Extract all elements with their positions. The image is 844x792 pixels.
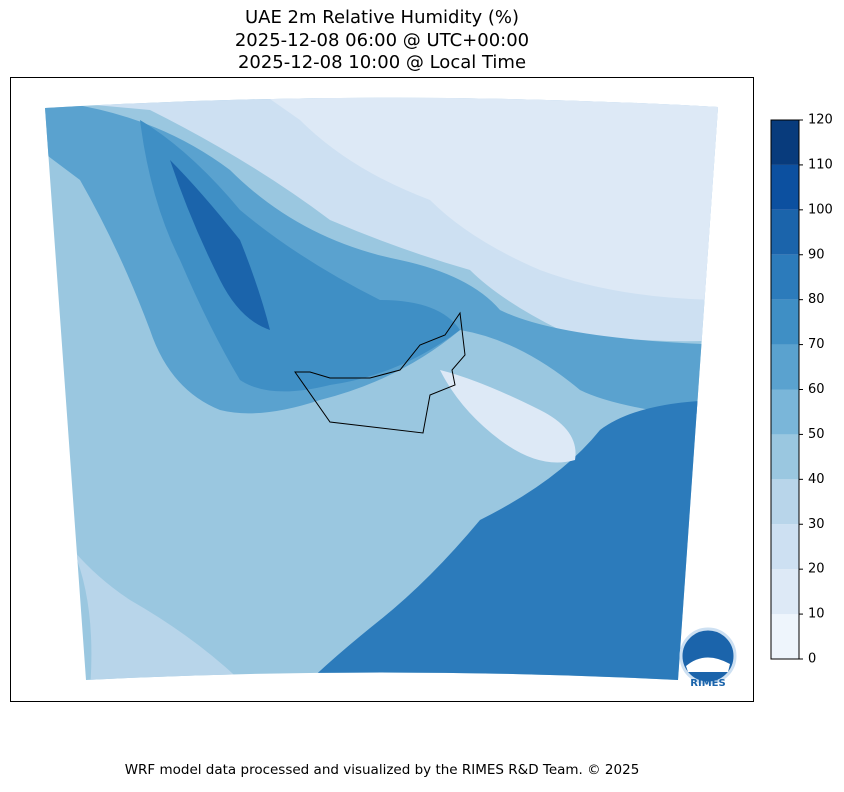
title-line: 2025-12-08 10:00 @ Local Time xyxy=(238,52,526,73)
tick-label: 60 xyxy=(808,382,825,397)
colorbar-band xyxy=(771,344,799,390)
tick-label: 40 xyxy=(808,472,825,487)
colorbar-band xyxy=(771,254,799,300)
logo-text: RIMES xyxy=(690,678,725,689)
tick-label: 90 xyxy=(808,247,825,262)
tick-label: 50 xyxy=(808,427,825,442)
title-line: 2025-12-08 06:00 @ UTC+00:00 xyxy=(235,30,529,51)
colorbar-band xyxy=(771,524,799,570)
tick-label: 70 xyxy=(808,337,825,352)
colorbar-band xyxy=(771,299,799,345)
tick-label: 0 xyxy=(808,652,816,667)
colorbar-band xyxy=(771,209,799,255)
tick-label: 10 xyxy=(808,607,825,622)
humidity-field xyxy=(45,97,718,680)
colorbar-band xyxy=(771,479,799,525)
tick-label: 30 xyxy=(808,517,825,532)
colorbar-band xyxy=(771,434,799,480)
tick-label: 110 xyxy=(808,157,833,172)
title-line: UAE 2m Relative Humidity (%) xyxy=(245,7,519,28)
colorbar-band xyxy=(771,164,799,210)
logo: RIMES xyxy=(679,627,737,689)
footer: WRF model data processed and visualized … xyxy=(125,762,640,778)
colorbar-band xyxy=(771,120,799,165)
colorbar-band xyxy=(771,389,799,435)
uae-border xyxy=(294,311,466,434)
colorbar-band xyxy=(771,569,799,615)
tick-label: 100 xyxy=(808,202,833,217)
tick-label: 20 xyxy=(808,562,825,577)
tick-label: 80 xyxy=(808,292,825,307)
colorbar: 0 10 20 30 40 50 60 70 80 90 100 110 120 xyxy=(770,113,833,667)
tick-label: 120 xyxy=(808,113,833,128)
colorbar-band xyxy=(771,614,799,659)
